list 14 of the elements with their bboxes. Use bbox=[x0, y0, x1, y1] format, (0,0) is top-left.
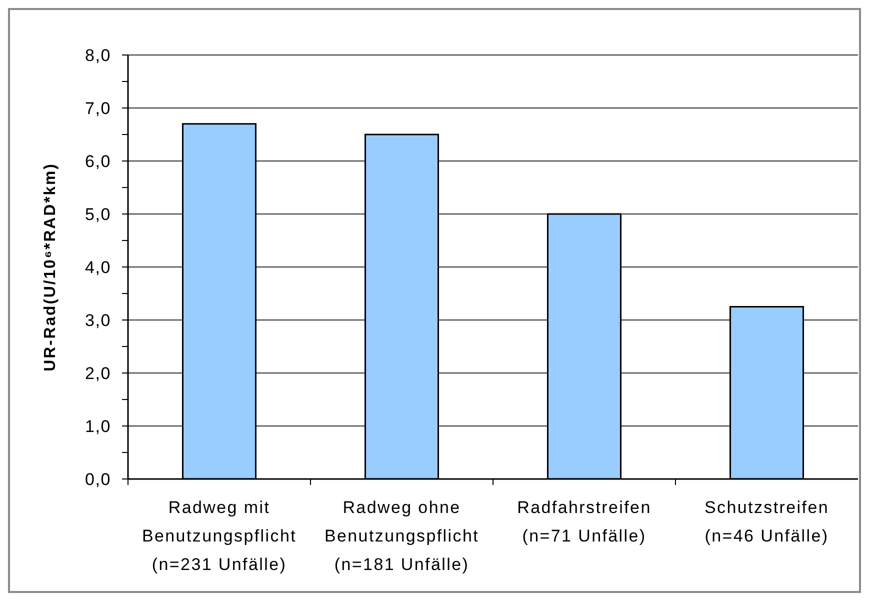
y-tick-label: 2,0 bbox=[84, 364, 111, 384]
x-tick-label: Radweg ohne Benutzungspflicht (n=181 Unfälle) bbox=[324, 498, 480, 574]
y-tick-label: 5,0 bbox=[84, 205, 111, 224]
y-tick-label: 6,0 bbox=[84, 152, 111, 172]
y-axis-title: UR-Rad(U/10⁶*RAD*km) bbox=[42, 162, 58, 372]
x-tick-label: Radfahrstreifen (n=71 Unfälle) bbox=[517, 498, 652, 546]
x-tick-label: Schutzstreifen (n=46 Unfälle) bbox=[704, 498, 830, 546]
y-tick-label: 0,0 bbox=[84, 470, 111, 490]
y-tick-label: 8,0 bbox=[84, 46, 111, 66]
y-tick-label: 1,0 bbox=[84, 417, 111, 436]
y-tick-label: 3,0 bbox=[84, 311, 111, 330]
y-tick-label: 7,0 bbox=[84, 99, 111, 118]
y-tick-label: 4,0 bbox=[84, 258, 111, 278]
x-tick-label: Radweg mit Benutzungspflicht (n=231 Unfälle) bbox=[142, 498, 297, 574]
